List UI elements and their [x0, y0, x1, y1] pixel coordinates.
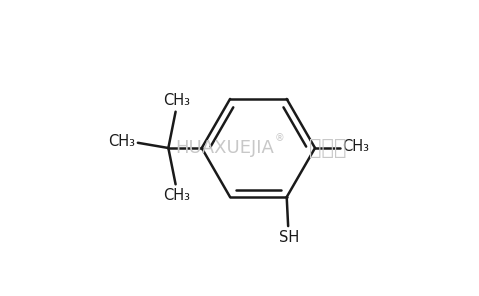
- Text: CH₃: CH₃: [342, 139, 369, 154]
- Text: CH₃: CH₃: [109, 134, 136, 149]
- Text: SH: SH: [279, 230, 299, 244]
- Text: 化学加: 化学加: [309, 138, 347, 158]
- Text: CH₃: CH₃: [163, 188, 191, 203]
- Text: ®: ®: [275, 133, 285, 143]
- Text: CH₃: CH₃: [163, 93, 191, 108]
- Text: HUAXUEJIA: HUAXUEJIA: [176, 139, 274, 157]
